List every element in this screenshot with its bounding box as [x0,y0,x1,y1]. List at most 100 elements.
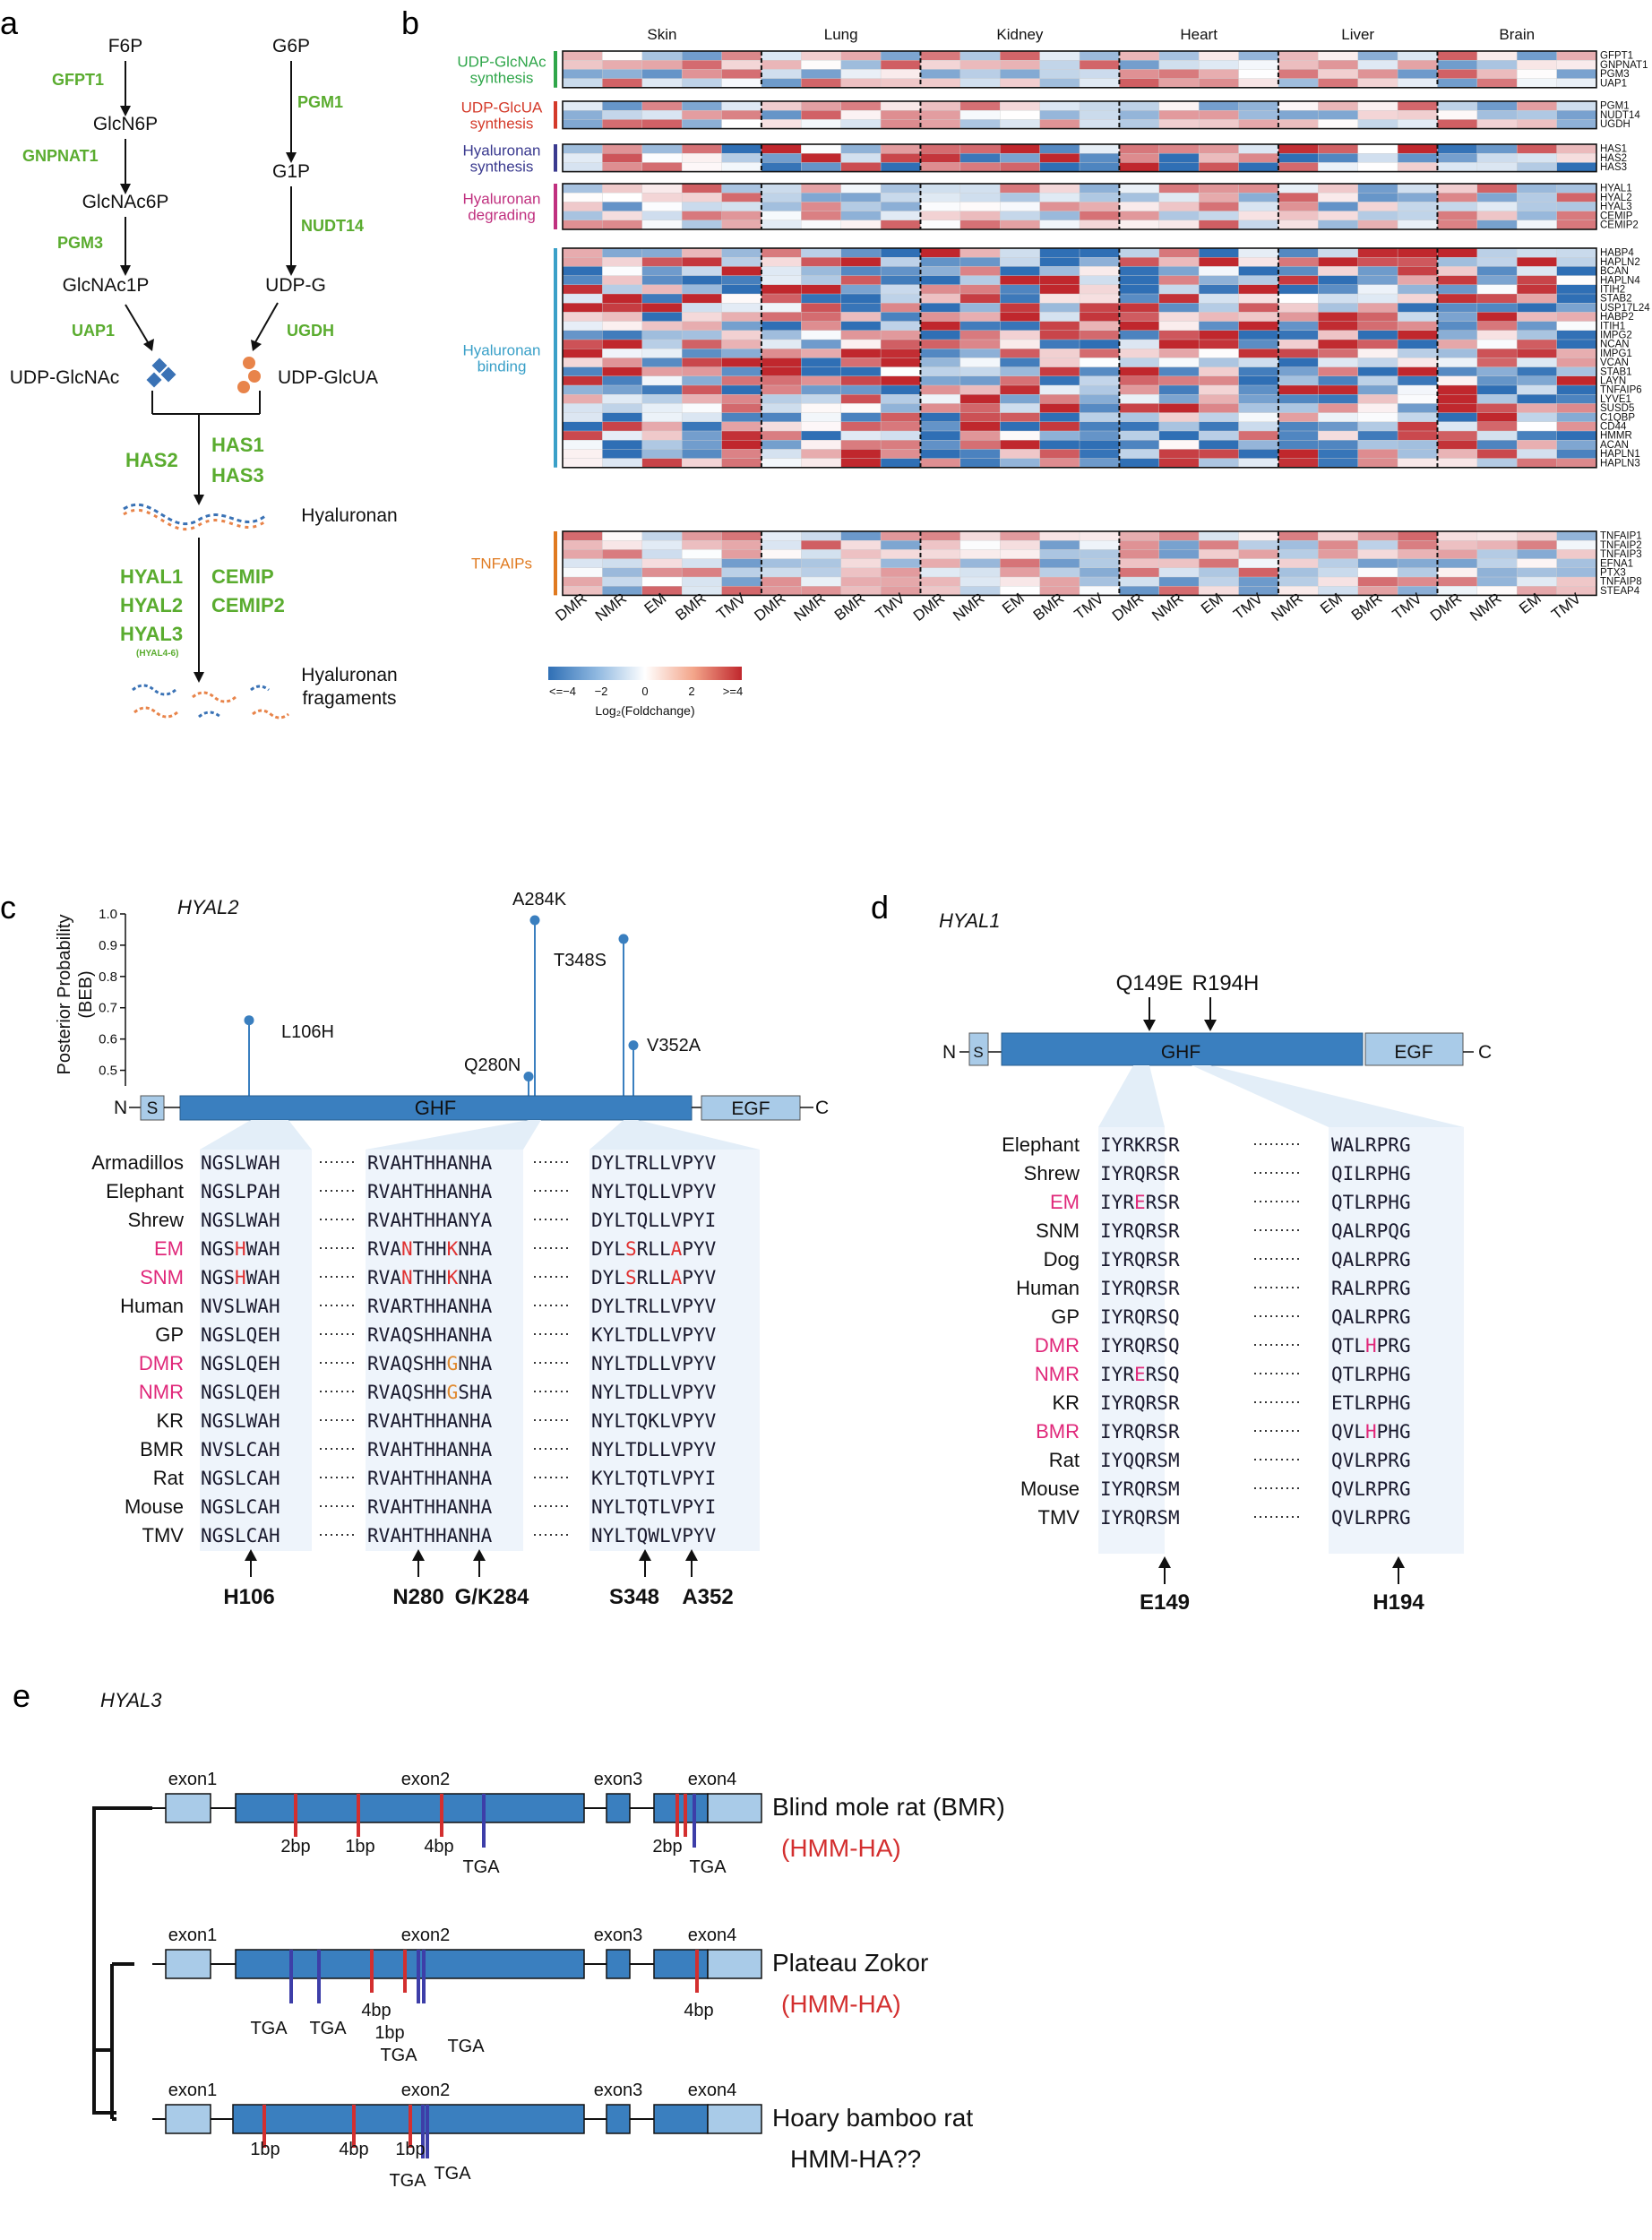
heatmap-cell [1556,358,1597,367]
heatmap-cell [1198,358,1240,367]
d-gap-dots: ········· [1252,1335,1301,1353]
lollipop-label-l106h: L106H [281,1022,334,1042]
heatmap-cell [1476,284,1518,295]
aa-sequence: NYLTQTLVPYI [591,1496,716,1518]
heatmap-cell [801,220,842,230]
heatmap-cell [761,366,802,377]
heatmap-cell [1397,211,1438,221]
d-c-terminus: C [1478,1042,1492,1063]
heatmap-cell [1079,152,1120,163]
heatmap-cell [920,375,961,386]
ytick-0: 0.5 [99,1064,117,1079]
heatmap-cell [1437,247,1478,258]
heatmap-cell [959,458,1001,469]
heatmap-cell [1556,303,1597,313]
heatmap-cell [641,339,683,349]
heatmap-cell [1238,78,1279,89]
gene-label-lyve1: LYVE1 [1600,394,1631,405]
heatmap-cell [1000,558,1041,569]
mutation-label: 2bp [280,1837,310,1857]
heatmap-cell [1158,440,1200,450]
heatmap-cell [1000,275,1041,286]
heatmap-cell [1397,394,1438,404]
heatmap-cell [761,50,802,61]
heatmap-cell [1079,247,1120,258]
heatmap-cell [1119,576,1160,587]
heatmap-cell [801,330,842,340]
heatmap-cell [1079,303,1120,313]
heatmap-cell [920,567,961,578]
heatmap-cell [1517,303,1558,313]
heatmap-cell [721,558,762,569]
heatmap-cell [1000,293,1041,304]
gene-label-impg1: IMPG1 [1600,349,1632,359]
heatmap-cell [641,394,683,404]
heatmap-cell [1397,152,1438,163]
heatmap-cell [840,303,882,313]
mutation-label: TGA [447,2037,485,2056]
heatmap-cell [1437,458,1478,469]
heatmap-cell [1357,540,1398,550]
heatmap-cell [562,549,603,560]
heatmap-cell [1397,109,1438,120]
c-signal-label: S [147,1099,159,1118]
heatmap-cell [801,211,842,221]
c-block-2-bg [366,1150,523,1551]
heatmap-cell [1318,540,1359,550]
heatmap-cell [1476,211,1518,221]
heatmap-cell [1437,100,1478,111]
heatmap-cell [880,312,921,322]
heatmap-cell [1476,449,1518,459]
heatmap-cell [1517,321,1558,332]
heatmap-cell [801,349,842,358]
heatmap-cell [959,540,1001,550]
heatmap-cell [1476,394,1518,404]
aa-sequence: NGSLWAH [201,1152,280,1174]
heatmap-cell [1198,109,1240,120]
heatmap-cell [681,358,723,367]
heatmap-cell [1000,458,1041,469]
c-gap-dots: ······· [532,1324,570,1342]
heatmap-cell [602,321,643,332]
c-gap-dots: ······· [318,1468,356,1486]
heatmap-cell [840,266,882,276]
heatmap-cell [1000,152,1041,163]
heatmap-cell [721,293,762,304]
c-species-dmr: DMR [139,1352,184,1374]
heatmap-cell [1238,50,1279,61]
heatmap-cell [602,152,643,163]
heatmap-cell [1158,384,1200,395]
tissue-label-0: Skin [647,26,676,43]
heatmap-cell [840,293,882,304]
heatmap-cell [1119,421,1160,432]
group-sublabel-0: synthesis [470,69,534,86]
heatmap-cell [1119,430,1160,441]
heatmap-cell [959,375,1001,386]
heatmap-cell [681,275,723,286]
d-gap-dots: ········· [1252,1163,1301,1181]
heatmap-cell [1318,202,1359,211]
enzyme-uap1: UAP1 [72,322,115,340]
e-species-tag-0: (HMM-HA) [781,1834,901,1862]
aa-sequence: IYRQRSR [1100,1163,1180,1185]
heatmap-cell [1556,143,1597,154]
ytick-5: 1.0 [99,907,117,922]
heatmap-cell [959,530,1001,541]
heatmap-cell [1039,449,1080,459]
heatmap-cell [761,339,802,349]
heatmap-cell [602,100,643,111]
heatmap-cell [1198,403,1240,413]
heatmap-cell [1437,540,1478,550]
heatmap-cell [1318,59,1359,70]
heatmap-cell [681,257,723,267]
heatmap-cell [959,549,1001,560]
aa-sequence: NGSLCAH [201,1525,280,1546]
heatmap-cell [1238,220,1279,230]
heatmap-cell [1397,143,1438,154]
heatmap-cell [1119,211,1160,221]
heatmap-cell [920,220,961,230]
heatmap-cell [1357,449,1398,459]
gene-label-pgm1: PGM1 [1600,101,1630,112]
exon-box [653,1793,709,1823]
heatmap-cell [1556,312,1597,322]
